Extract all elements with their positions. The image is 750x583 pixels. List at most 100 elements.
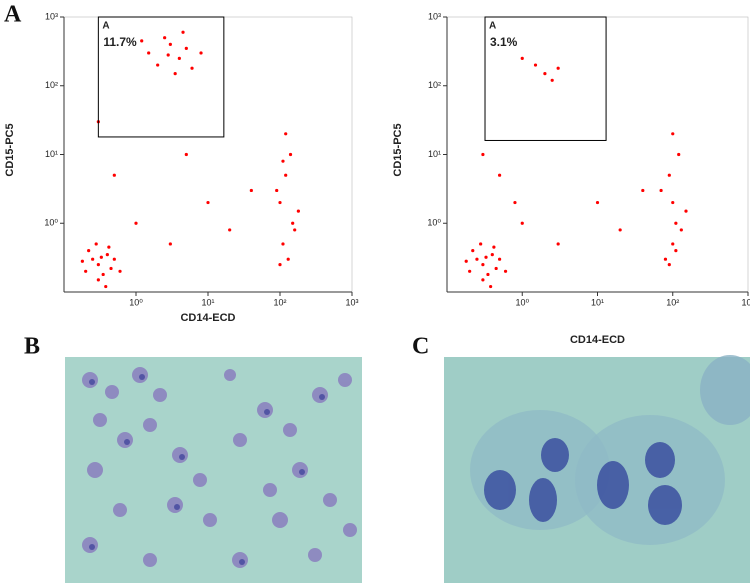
data-point bbox=[468, 269, 472, 273]
data-point bbox=[104, 284, 108, 289]
data-point bbox=[481, 152, 485, 157]
data-point bbox=[479, 242, 483, 246]
data-point bbox=[667, 263, 671, 267]
data-point bbox=[163, 36, 167, 40]
data-point bbox=[228, 228, 232, 232]
plot-frame bbox=[446, 16, 749, 293]
data-point bbox=[663, 257, 668, 261]
data-point bbox=[147, 51, 151, 55]
data-point bbox=[667, 173, 671, 177]
data-point bbox=[674, 221, 678, 225]
data-point bbox=[641, 188, 645, 193]
x-tick-label: 10⁰ bbox=[129, 297, 143, 307]
data-point bbox=[281, 159, 285, 163]
data-point bbox=[168, 242, 172, 246]
data-point bbox=[105, 252, 109, 257]
data-point bbox=[490, 252, 494, 257]
y-tick-label: 10¹ bbox=[428, 149, 441, 159]
data-point bbox=[166, 53, 170, 57]
data-point bbox=[284, 132, 288, 136]
gate-percent: 3.1% bbox=[490, 35, 518, 49]
data-point bbox=[249, 188, 253, 193]
x-tick-label: 10³ bbox=[741, 297, 750, 307]
data-point bbox=[556, 242, 560, 246]
data-point bbox=[118, 269, 122, 273]
data-point bbox=[677, 152, 681, 157]
x-tick-label: 10⁰ bbox=[515, 297, 529, 307]
data-point bbox=[296, 209, 300, 213]
data-point bbox=[679, 228, 683, 232]
micrograph-b bbox=[65, 357, 362, 583]
data-point bbox=[281, 242, 285, 246]
data-point bbox=[471, 249, 475, 253]
data-point bbox=[206, 200, 210, 205]
data-point bbox=[109, 266, 113, 271]
data-point bbox=[497, 173, 502, 177]
data-point bbox=[284, 173, 288, 177]
data-point bbox=[107, 245, 111, 249]
y-tick-label: 10³ bbox=[428, 11, 441, 21]
data-point bbox=[674, 249, 678, 253]
y-tick-label: 10² bbox=[45, 80, 58, 90]
data-point bbox=[497, 257, 502, 261]
data-point bbox=[99, 255, 103, 259]
gate bbox=[484, 16, 607, 141]
data-point bbox=[181, 30, 185, 34]
data-point bbox=[293, 228, 297, 232]
data-point bbox=[492, 245, 496, 249]
data-point bbox=[520, 221, 524, 225]
data-point bbox=[184, 46, 188, 50]
data-point bbox=[134, 221, 138, 225]
x-tick-label: 10² bbox=[666, 297, 679, 307]
data-point bbox=[671, 132, 675, 136]
x-tick-label: 10² bbox=[273, 297, 286, 307]
gate bbox=[97, 16, 225, 138]
data-point bbox=[84, 269, 88, 273]
data-point bbox=[489, 284, 493, 289]
data-point bbox=[513, 200, 517, 205]
data-point bbox=[94, 242, 98, 246]
data-point bbox=[184, 152, 188, 157]
data-point bbox=[112, 257, 116, 261]
x-tick-label: 10¹ bbox=[201, 297, 214, 307]
data-point bbox=[659, 188, 663, 193]
data-point bbox=[91, 257, 95, 261]
data-point bbox=[481, 278, 485, 282]
panel-label: A bbox=[4, 2, 22, 28]
data-point bbox=[101, 272, 105, 277]
data-point bbox=[275, 188, 279, 193]
panel-label: B bbox=[24, 334, 40, 360]
data-point bbox=[156, 63, 160, 67]
data-point bbox=[112, 173, 116, 177]
data-point bbox=[177, 56, 181, 60]
data-point bbox=[486, 272, 490, 277]
data-point bbox=[484, 255, 488, 259]
data-point bbox=[190, 66, 194, 70]
data-point bbox=[291, 221, 295, 225]
data-point bbox=[595, 200, 600, 205]
data-point bbox=[618, 228, 622, 232]
gate-percent: 11.7% bbox=[103, 35, 137, 49]
gate-label: A bbox=[102, 21, 109, 32]
data-point bbox=[671, 200, 675, 205]
data-point bbox=[140, 39, 144, 43]
y-axis-title: CD15-PC5 bbox=[4, 123, 16, 176]
x-axis-title: CD14-ECD bbox=[570, 334, 625, 346]
data-point bbox=[533, 63, 538, 67]
y-axis-title: CD15-PC5 bbox=[392, 123, 404, 176]
scatter-plot: 10⁰ 10¹ 10² 10³ 10⁰ 10¹ 10² 10³ CD14-ECD CD15-PC5… bbox=[4, 11, 359, 324]
plot-frame bbox=[63, 16, 353, 293]
data-point bbox=[286, 257, 290, 261]
data-point bbox=[503, 269, 508, 273]
data-point bbox=[464, 259, 468, 263]
y-tick-label: 10² bbox=[428, 80, 441, 90]
data-point bbox=[278, 263, 282, 267]
data-point bbox=[168, 42, 172, 46]
micrograph-c bbox=[444, 355, 750, 583]
data-point bbox=[475, 257, 479, 261]
x-tick-label: 10¹ bbox=[591, 297, 604, 307]
y-tick-label: 10⁰ bbox=[44, 218, 58, 228]
data-point bbox=[494, 266, 498, 271]
x-axis-title: CD14-ECD bbox=[180, 312, 235, 324]
